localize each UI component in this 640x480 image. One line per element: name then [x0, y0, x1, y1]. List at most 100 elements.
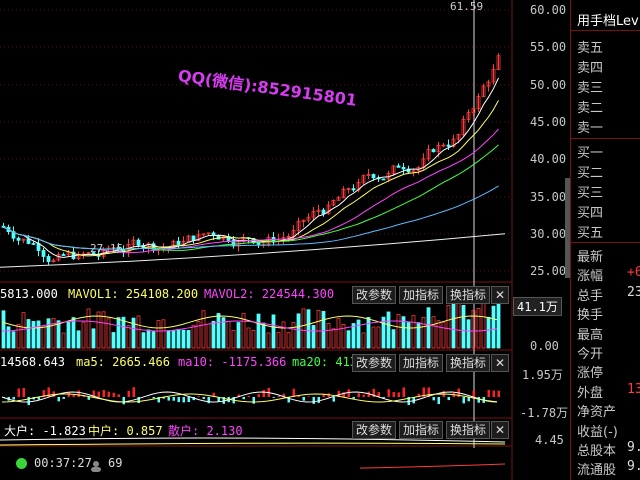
candle-body — [396, 165, 401, 168]
volume-bar — [491, 305, 496, 349]
volume-bar — [436, 320, 441, 349]
price-tick: 55.00 — [530, 40, 567, 54]
candle-body — [186, 235, 191, 242]
candle-body — [411, 170, 416, 173]
side-panel-title[interactable]: 用手档Lev — [577, 14, 639, 29]
candle-body — [346, 188, 351, 191]
flow-bar — [102, 390, 105, 397]
volume-bar — [201, 310, 206, 349]
add-indicator-button[interactable]: 加指标 — [399, 354, 444, 372]
flow-bar — [432, 397, 435, 401]
price-tick: 45.00 — [530, 115, 567, 129]
volume-bar — [381, 316, 386, 349]
candle-body — [361, 175, 366, 183]
candle-body — [406, 168, 411, 173]
volume-bar — [366, 317, 371, 349]
close-panel-button[interactable]: ✕ — [491, 286, 509, 304]
flow-bar — [172, 397, 175, 401]
flow-bar — [377, 392, 380, 397]
volume-bar — [476, 308, 481, 349]
candle-body — [26, 238, 31, 244]
candle-body — [206, 232, 211, 235]
flow-bar — [207, 397, 210, 404]
volume-bar — [331, 328, 336, 349]
sell-level-label: 卖三 — [577, 81, 604, 96]
candle-body — [51, 259, 56, 262]
candle-body — [476, 96, 481, 110]
volume-bar — [216, 313, 221, 349]
candle-body — [196, 234, 201, 241]
candle-body — [21, 238, 26, 241]
flow-bar — [472, 390, 475, 397]
quote-stat-label: 流通股 — [577, 463, 617, 479]
flow-bar — [297, 395, 300, 397]
volume-bar — [246, 327, 251, 349]
switch-indicator-button[interactable]: 换指标 — [446, 421, 491, 439]
high-price-label: 61.59 — [450, 0, 484, 13]
flow-bar — [217, 397, 220, 402]
flow-bar — [22, 388, 25, 397]
flow-bar — [287, 397, 290, 403]
user-icon — [90, 457, 102, 476]
close-panel-button[interactable]: ✕ — [491, 421, 509, 439]
flow-bar — [127, 390, 130, 397]
flow-bar — [137, 397, 140, 404]
candle-body — [311, 211, 316, 218]
close-panel-button[interactable]: ✕ — [491, 354, 509, 372]
volume-bar — [281, 321, 286, 349]
flow-bar — [422, 387, 425, 397]
flow-bar — [107, 391, 110, 397]
quote-stat-label: 外盘 — [577, 385, 604, 401]
flow-bar — [97, 391, 100, 397]
online-status-icon — [16, 458, 27, 469]
switch-indicator-button[interactable]: 换指标 — [446, 354, 491, 372]
flow-bar — [342, 392, 345, 397]
add-indicator-button[interactable]: 加指标 — [399, 421, 444, 439]
volume-bar — [111, 332, 116, 349]
quote-stat-value: 13 — [627, 381, 640, 397]
flow-bar — [362, 394, 365, 397]
flow-bar — [307, 396, 310, 397]
edit-params-button[interactable]: 改参数 — [352, 286, 397, 304]
volume-bar — [191, 324, 196, 349]
edit-params-button[interactable]: 改参数 — [352, 421, 397, 439]
flow-bar — [352, 397, 355, 399]
volume-bar — [101, 311, 106, 349]
volume-bar — [386, 311, 391, 349]
volume-bar — [426, 307, 431, 349]
quote-stat-value: 9. — [627, 459, 640, 475]
flow-bar — [42, 390, 45, 397]
volume-bar — [206, 323, 211, 349]
flow-bar — [117, 394, 120, 397]
edit-params-button[interactable]: 改参数 — [352, 354, 397, 372]
volume-bar — [116, 317, 121, 349]
ma10-label: ma10: -1175.366 — [178, 355, 287, 369]
side-panel-scrollbar[interactable] — [565, 178, 570, 278]
volume-bar — [51, 317, 56, 349]
main-chart[interactable] — [0, 0, 570, 480]
volume-bar — [391, 329, 396, 349]
flow-bar — [487, 389, 490, 397]
clock-time: 00:37:27 — [34, 456, 92, 470]
flow-bar — [202, 397, 205, 399]
volume-bar — [251, 330, 256, 349]
volume-bar — [286, 332, 291, 349]
flow-bar — [322, 393, 325, 397]
volume-bar — [141, 332, 146, 349]
switch-indicator-button[interactable]: 换指标 — [446, 286, 491, 304]
ma5-label: ma5: 2665.466 — [76, 355, 170, 369]
volume-bar — [396, 313, 401, 349]
mid-holder-line — [0, 442, 506, 446]
volume-bar — [406, 322, 411, 349]
flow-bar — [77, 390, 80, 397]
divider — [571, 242, 640, 243]
volume-bar — [156, 320, 161, 349]
mavol2-label: MAVOL2: 224544.300 — [204, 287, 335, 301]
quote-stat-value: +6 — [627, 265, 640, 281]
volume-bar — [451, 298, 456, 349]
add-indicator-button[interactable]: 加指标 — [399, 286, 444, 304]
volume-bar — [401, 316, 406, 349]
candle-body — [131, 239, 136, 245]
volume-bar — [341, 323, 346, 349]
volume-bar — [66, 321, 71, 349]
